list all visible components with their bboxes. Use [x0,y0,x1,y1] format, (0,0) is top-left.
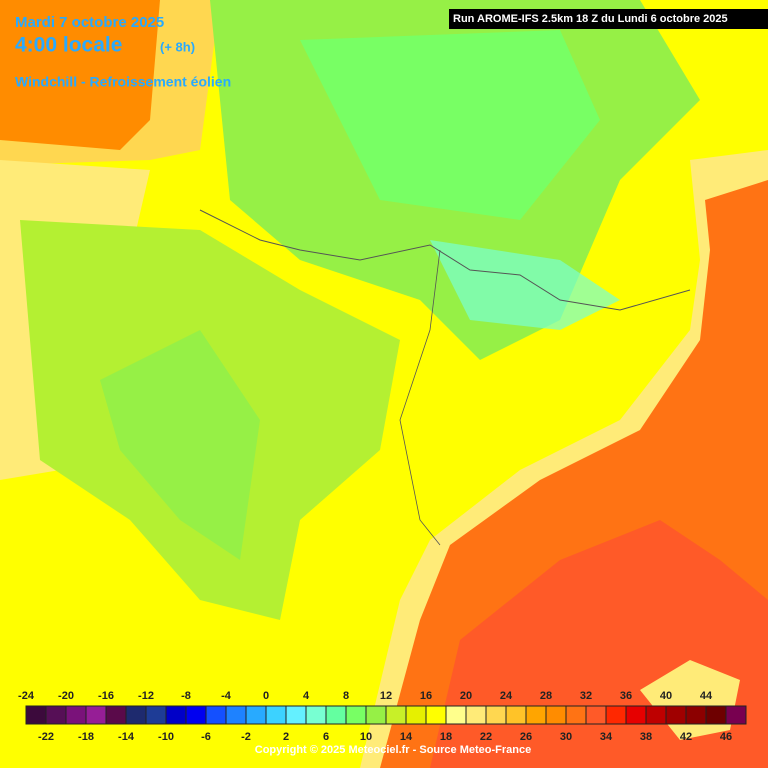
legend-label: 42 [680,731,692,743]
legend-swatch [25,705,47,725]
legend-label: 20 [460,690,472,702]
legend-swatch [405,705,427,725]
legend-label: 10 [360,731,372,743]
legend-swatch [645,705,667,725]
legend-swatch [685,705,707,725]
legend-swatch [425,705,447,725]
legend-swatch [125,705,147,725]
legend-label: 0 [263,690,269,702]
legend-swatch [245,705,267,725]
legend-swatch [585,705,607,725]
legend-label: 6 [323,731,329,743]
legend-label: 24 [500,690,513,702]
border [199,209,691,311]
legend-label: -18 [78,731,94,743]
legend-label: 30 [560,731,572,743]
legend-label: 18 [440,731,452,743]
legend-swatch [345,705,367,725]
legend-label: -22 [38,731,54,743]
legend-label: -8 [181,690,191,702]
legend-label: 16 [420,690,432,702]
legend-swatch [205,705,227,725]
legend-swatch [545,705,567,725]
greener-north [300,30,600,220]
legend-swatch [665,705,687,725]
legend-swatch [525,705,547,725]
legend-label: 46 [720,731,732,743]
legend-swatch [465,705,487,725]
legend-swatch [385,705,407,725]
legend-swatch [625,705,647,725]
legend-label: 34 [600,731,613,743]
legend-label: -16 [98,690,114,702]
legend-swatch [165,705,187,725]
legend-swatch [225,705,247,725]
legend-label: 12 [380,690,392,702]
legend-swatch [365,705,387,725]
legend-label: 14 [400,731,413,743]
legend-swatch [445,705,467,725]
legend-label: 40 [660,690,672,702]
run-info: Run AROME-IFS 2.5km 18 Z du Lundi 6 octo… [453,13,728,25]
legend-label: -14 [118,731,135,743]
legend-swatch [145,705,167,725]
legend-label: -24 [18,690,35,702]
legend-swatch [105,705,127,725]
time: 4:00 locale [15,34,122,57]
legend-swatch [265,705,287,725]
legend-swatch [705,705,727,725]
legend-swatch [605,705,627,725]
copyright: Copyright © 2025 Meteociel.fr - Source M… [255,744,531,756]
parameter: Windchill - Refroissement éolien [15,74,231,90]
legend-label: 2 [283,731,289,743]
legend-label: 32 [580,690,592,702]
date: Mardi 7 octobre 2025 [15,14,164,31]
legend-swatch [725,705,747,725]
legend-label: 8 [343,690,349,702]
legend-swatch [325,705,347,725]
legend-label: -10 [158,731,174,743]
atlantic-warm [0,0,160,150]
run-box [449,9,768,29]
pyrenees-cold [430,240,620,330]
legend-swatch [45,705,67,725]
legend-swatch [565,705,587,725]
legend-label: -4 [221,690,232,702]
legend-label: 44 [700,690,713,702]
legend-label: 28 [540,690,552,702]
legend-swatch [305,705,327,725]
legend-label: -12 [138,690,154,702]
legend-label: 22 [480,731,492,743]
legend-swatch [485,705,507,725]
legend-label: 36 [620,690,632,702]
legend-swatch [85,705,107,725]
legend-label: 26 [520,731,532,743]
green-core [100,330,260,560]
region-border [399,249,441,546]
legend-swatch [65,705,87,725]
legend-label: -6 [201,731,211,743]
lead-time: (+ 8h) [160,39,195,54]
legend-label: -2 [241,731,251,743]
legend-swatch [185,705,207,725]
legend-swatch [505,705,527,725]
legend-label: 4 [303,690,310,702]
legend-label: -20 [58,690,74,702]
legend-swatch [285,705,307,725]
legend-label: 38 [640,731,652,743]
